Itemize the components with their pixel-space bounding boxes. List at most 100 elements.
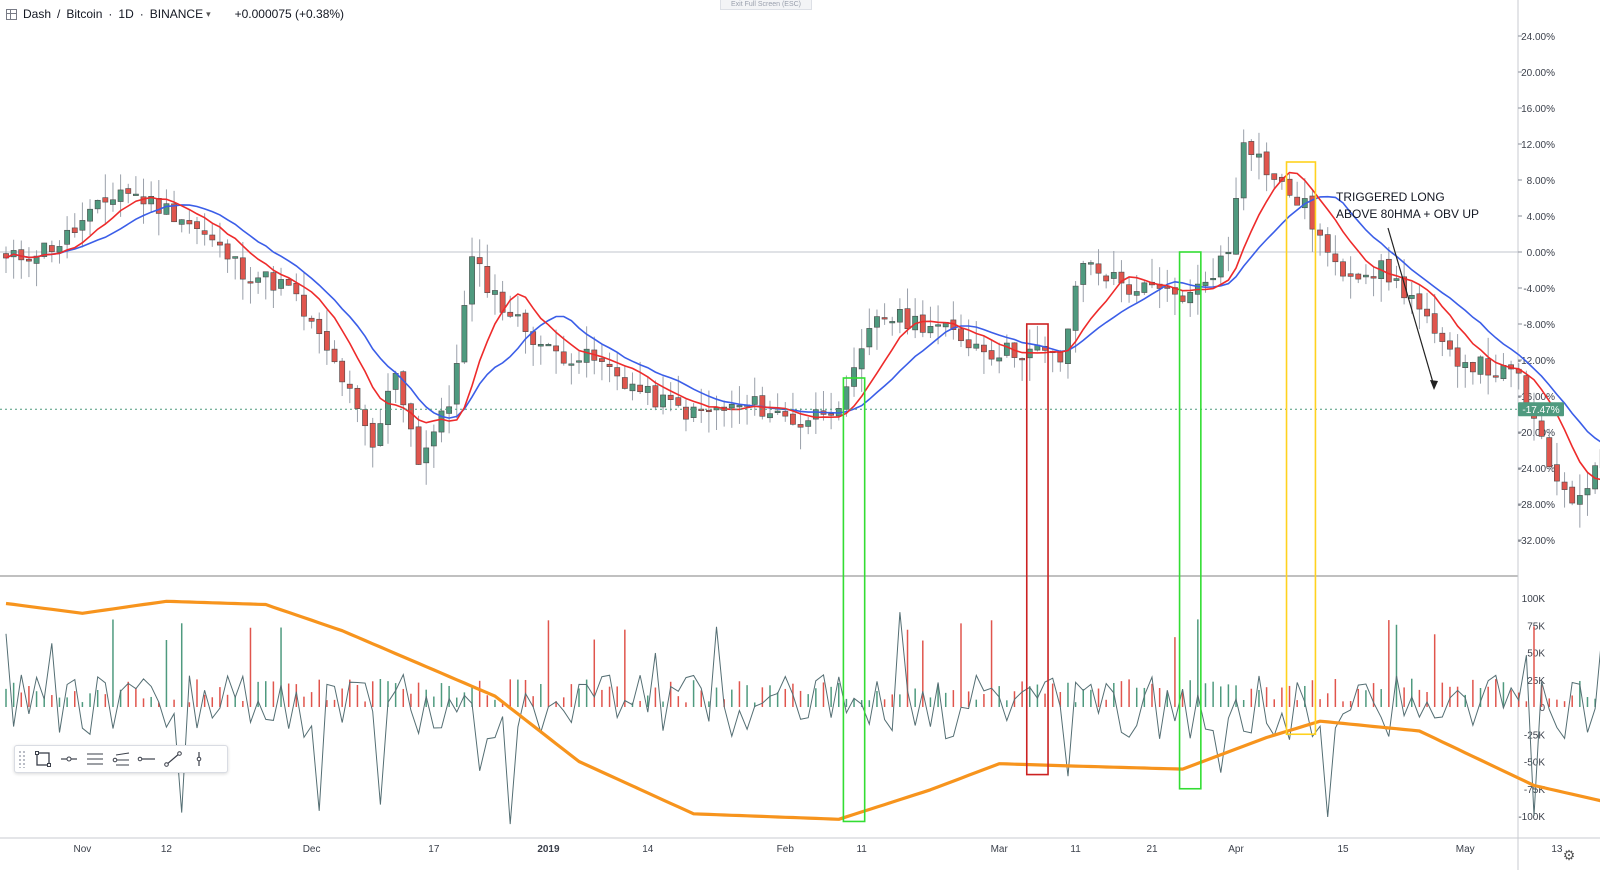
price-axis-label: -12.00% xyxy=(1518,356,1555,367)
price-axis-label: 20.00% xyxy=(1521,68,1555,79)
candle-body xyxy=(560,351,567,364)
horizontal-line-tool-icon[interactable] xyxy=(134,748,160,770)
settings-gear-icon[interactable]: ⚙ xyxy=(1562,847,1576,863)
candle-body xyxy=(996,357,1003,362)
chevron-down-icon[interactable]: ▾ xyxy=(206,8,211,19)
candle-body xyxy=(301,294,307,317)
candle-body xyxy=(285,278,292,286)
candle-body xyxy=(1439,332,1446,342)
candle-body xyxy=(614,367,621,377)
candle-body xyxy=(1370,276,1377,279)
candle-body xyxy=(484,266,491,294)
time-axis-label: 17 xyxy=(428,844,440,855)
candle-body xyxy=(667,394,674,400)
candle-body xyxy=(705,409,712,413)
candle-body xyxy=(1110,272,1117,279)
candle-body xyxy=(201,230,208,235)
candle-body xyxy=(545,344,552,347)
candle-body xyxy=(316,318,323,335)
annotation-arrow-line xyxy=(1387,227,1435,387)
price-axis-label: 8.00% xyxy=(1527,176,1555,187)
candle-body xyxy=(392,373,399,390)
annotation-line-2: ABOVE 80HMA + OBV UP xyxy=(1336,207,1479,221)
rectangle-tool-icon[interactable] xyxy=(30,748,56,770)
candle-body xyxy=(1233,198,1239,255)
candle-body xyxy=(1431,313,1438,334)
candle-body xyxy=(1133,291,1140,296)
candle-body xyxy=(194,221,200,229)
candle-body xyxy=(1332,253,1339,263)
candle-body xyxy=(1164,286,1171,289)
header-dot: · xyxy=(108,7,113,21)
candle-body xyxy=(1401,276,1408,299)
trend-line-tool-icon[interactable] xyxy=(160,748,186,770)
candle-body xyxy=(1523,375,1530,405)
candle-body xyxy=(87,208,93,222)
candle-body xyxy=(522,312,529,332)
candle-body xyxy=(1225,251,1232,255)
candle-body xyxy=(408,403,414,430)
pitchfork-tool-icon[interactable] xyxy=(108,748,134,770)
interval-label[interactable]: 1D xyxy=(118,7,134,21)
candle-body xyxy=(1385,258,1392,283)
candle-body xyxy=(217,241,223,246)
candle-body xyxy=(843,386,850,410)
price-axis-label: 4.00% xyxy=(1527,212,1555,223)
candle-body xyxy=(232,256,239,259)
candle-body xyxy=(110,199,116,205)
candle-body xyxy=(751,396,758,405)
candle-body xyxy=(461,305,468,363)
candle-body xyxy=(209,234,216,241)
candle-body xyxy=(767,413,773,419)
candle-body xyxy=(1141,282,1148,293)
candle-body xyxy=(163,203,170,215)
slow-moving-average-line xyxy=(5,195,1600,443)
volume-axis-label: -50K xyxy=(1524,758,1545,769)
candle-body xyxy=(56,246,63,253)
price-axis-label: -16.00% xyxy=(1518,392,1555,403)
candle-body xyxy=(1080,263,1087,285)
candle-body xyxy=(675,397,682,406)
volume-axis-label: 50K xyxy=(1527,649,1545,660)
volume-axis-label: -75K xyxy=(1524,785,1545,796)
symbol-quote[interactable]: Bitcoin xyxy=(66,7,103,21)
fast-moving-average-line xyxy=(5,171,1600,481)
exchange-label[interactable]: BINANCE xyxy=(149,7,204,21)
exit-fullscreen-button[interactable]: Exit Full Screen (ESC) xyxy=(720,0,813,10)
time-axis-label: May xyxy=(1456,844,1475,855)
last-value-badge: -17.47% xyxy=(1522,405,1559,416)
candle-body xyxy=(1355,273,1362,280)
candle-body xyxy=(94,199,101,210)
candle-body xyxy=(790,413,796,425)
candle-body xyxy=(1347,273,1354,277)
time-axis-label: 11 xyxy=(1070,844,1081,855)
candle-body xyxy=(377,423,384,446)
candle-body xyxy=(797,424,804,428)
candle-body xyxy=(148,196,155,205)
drag-handle-icon[interactable] xyxy=(18,750,26,768)
parallel-channel-tool-icon[interactable] xyxy=(82,748,108,770)
candle-body xyxy=(1576,495,1583,505)
candle-body xyxy=(323,331,330,351)
symbol-base[interactable]: Dash xyxy=(23,7,52,21)
compare-symbol-icon[interactable] xyxy=(6,8,17,20)
candle-body xyxy=(469,256,475,305)
candle-body xyxy=(1118,271,1125,284)
candle-body xyxy=(1072,285,1079,331)
candle-body xyxy=(415,426,422,465)
candle-body xyxy=(1095,263,1102,274)
candle-body xyxy=(1057,351,1064,363)
candle-body xyxy=(117,189,124,202)
candle-body xyxy=(270,272,277,291)
vertical-line-tool-icon[interactable] xyxy=(186,748,212,770)
candle-body xyxy=(881,317,888,320)
price-axis-label: -8.00% xyxy=(1523,320,1555,331)
candle-body xyxy=(1179,295,1186,302)
horizontal-ray-tool-icon[interactable] xyxy=(56,748,82,770)
candle-body xyxy=(262,271,269,278)
candle-body xyxy=(492,290,498,295)
candle-body xyxy=(1454,347,1461,367)
candle-body xyxy=(1003,342,1010,356)
